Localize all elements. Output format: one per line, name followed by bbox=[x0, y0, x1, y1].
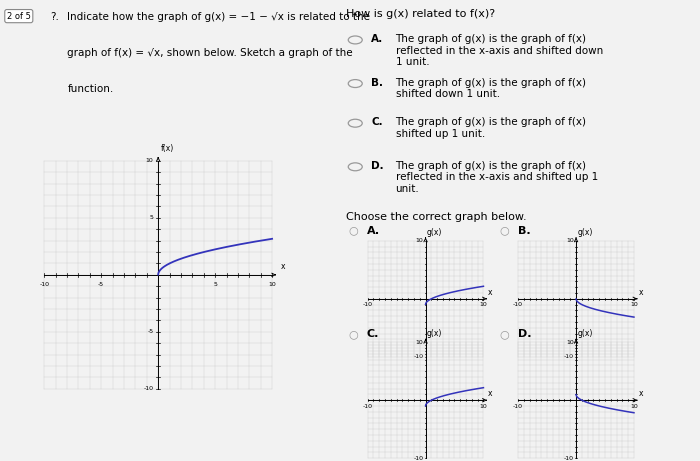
Text: -5: -5 bbox=[148, 329, 153, 334]
Text: x: x bbox=[488, 390, 493, 398]
Text: The graph of g(x) is the graph of f(x)
reflected in the x-axis and shifted up 1
: The graph of g(x) is the graph of f(x) r… bbox=[395, 161, 598, 194]
Text: D.: D. bbox=[518, 329, 531, 339]
Text: x: x bbox=[488, 288, 493, 297]
Text: -10: -10 bbox=[513, 302, 523, 307]
Text: -10: -10 bbox=[144, 386, 153, 391]
Text: 10: 10 bbox=[630, 404, 638, 409]
Text: 10: 10 bbox=[268, 282, 276, 287]
Text: Choose the correct graph below.: Choose the correct graph below. bbox=[346, 212, 527, 222]
Text: -10: -10 bbox=[413, 354, 424, 359]
Text: 10: 10 bbox=[146, 159, 153, 163]
Text: ?.: ?. bbox=[50, 12, 60, 22]
Text: g(x): g(x) bbox=[427, 228, 442, 237]
Text: 10: 10 bbox=[480, 404, 487, 409]
Text: graph of f(x) = √x, shown below. Sketch a graph of the: graph of f(x) = √x, shown below. Sketch … bbox=[67, 47, 353, 58]
Text: 10: 10 bbox=[416, 340, 423, 345]
Text: -5: -5 bbox=[98, 282, 104, 287]
Text: B.: B. bbox=[518, 225, 531, 236]
Text: 10: 10 bbox=[630, 302, 638, 307]
Text: ○: ○ bbox=[348, 329, 358, 339]
Text: 10: 10 bbox=[480, 302, 487, 307]
Text: A.: A. bbox=[371, 34, 384, 44]
Text: g(x): g(x) bbox=[578, 228, 593, 237]
Text: D.: D. bbox=[371, 161, 384, 171]
Text: A.: A. bbox=[367, 225, 380, 236]
Text: ○: ○ bbox=[499, 329, 509, 339]
Text: 5: 5 bbox=[214, 282, 217, 287]
Text: 10: 10 bbox=[566, 340, 574, 345]
Text: 5: 5 bbox=[150, 215, 153, 220]
Text: Indicate how the graph of g(x) = −1 − √x is related to the: Indicate how the graph of g(x) = −1 − √x… bbox=[67, 12, 370, 22]
Text: The graph of g(x) is the graph of f(x)
shifted up 1 unit.: The graph of g(x) is the graph of f(x) s… bbox=[395, 117, 587, 139]
Text: g(x): g(x) bbox=[578, 329, 593, 338]
Text: 10: 10 bbox=[416, 238, 423, 243]
Text: -10: -10 bbox=[39, 282, 49, 287]
Text: -10: -10 bbox=[363, 404, 372, 409]
Text: x: x bbox=[638, 390, 643, 398]
Text: function.: function. bbox=[67, 83, 113, 94]
Text: -10: -10 bbox=[413, 455, 424, 461]
Text: B.: B. bbox=[371, 77, 383, 88]
Text: 2 of 5: 2 of 5 bbox=[7, 12, 31, 21]
Text: x: x bbox=[638, 288, 643, 297]
Text: ○: ○ bbox=[499, 225, 509, 236]
Text: f(x): f(x) bbox=[160, 144, 174, 153]
Text: x: x bbox=[281, 262, 286, 272]
Text: C.: C. bbox=[367, 329, 379, 339]
Text: C.: C. bbox=[371, 117, 383, 127]
Text: -10: -10 bbox=[564, 354, 574, 359]
Text: ○: ○ bbox=[348, 225, 358, 236]
Text: -10: -10 bbox=[564, 455, 574, 461]
Text: 10: 10 bbox=[566, 238, 574, 243]
Text: How is g(x) related to f(x)?: How is g(x) related to f(x)? bbox=[346, 9, 496, 19]
Text: -10: -10 bbox=[363, 302, 372, 307]
Text: The graph of g(x) is the graph of f(x)
reflected in the x-axis and shifted down
: The graph of g(x) is the graph of f(x) r… bbox=[395, 34, 603, 67]
Text: The graph of g(x) is the graph of f(x)
shifted down 1 unit.: The graph of g(x) is the graph of f(x) s… bbox=[395, 77, 587, 99]
Text: g(x): g(x) bbox=[427, 329, 442, 338]
Text: -10: -10 bbox=[513, 404, 523, 409]
